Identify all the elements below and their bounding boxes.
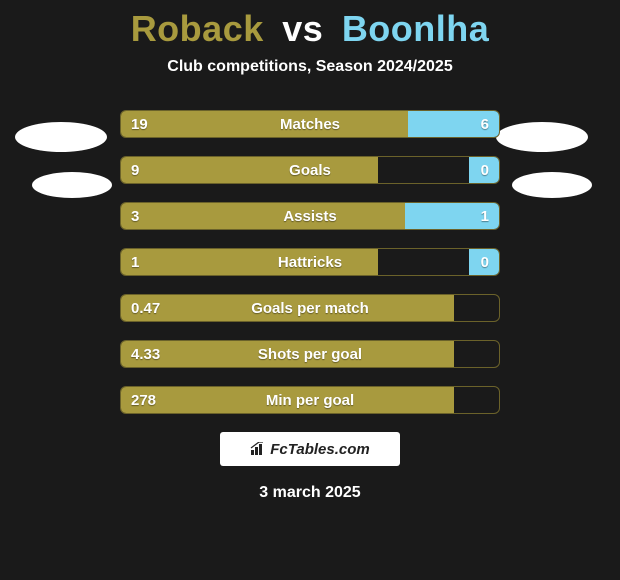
attribution-badge: FcTables.com [220,432,400,466]
vs-label: vs [282,8,323,49]
stat-row: 90Goals [120,156,500,184]
stat-bar-right [469,157,499,183]
stat-row: 196Matches [120,110,500,138]
stat-bar-right [405,203,500,229]
comparison-title: Roback vs Boonlha [0,0,620,50]
stat-row: 278Min per goal [120,386,500,414]
stat-row: 0.47Goals per match [120,294,500,322]
attribution-text: FcTables.com [270,441,369,458]
stat-bar-left [121,203,405,229]
team-badge-placeholder [32,172,112,198]
date-label: 3 march 2025 [0,484,620,502]
stat-bar-right [408,111,499,137]
stat-bar-left [121,111,408,137]
stat-row: 10Hattricks [120,248,500,276]
stat-bar-left [121,295,454,321]
stat-bar-left [121,341,454,367]
stat-rows: 196Matches 90Goals 31Assists 10Hattricks 0.4… [0,110,620,414]
stat-row: 4.33Shots per goal [120,340,500,368]
subtitle: Club competitions, Season 2024/2025 [0,58,620,76]
team-badge-placeholder [496,122,588,152]
stat-bar-left [121,387,454,413]
stat-bar-left [121,249,378,275]
stat-bar-right [469,249,499,275]
stat-row: 31Assists [120,202,500,230]
chart-icon [250,442,266,456]
player1-name: Roback [131,8,264,49]
team-badge-placeholder [15,122,107,152]
team-badge-placeholder [512,172,592,198]
stat-bar-left [121,157,378,183]
player2-name: Boonlha [342,8,489,49]
